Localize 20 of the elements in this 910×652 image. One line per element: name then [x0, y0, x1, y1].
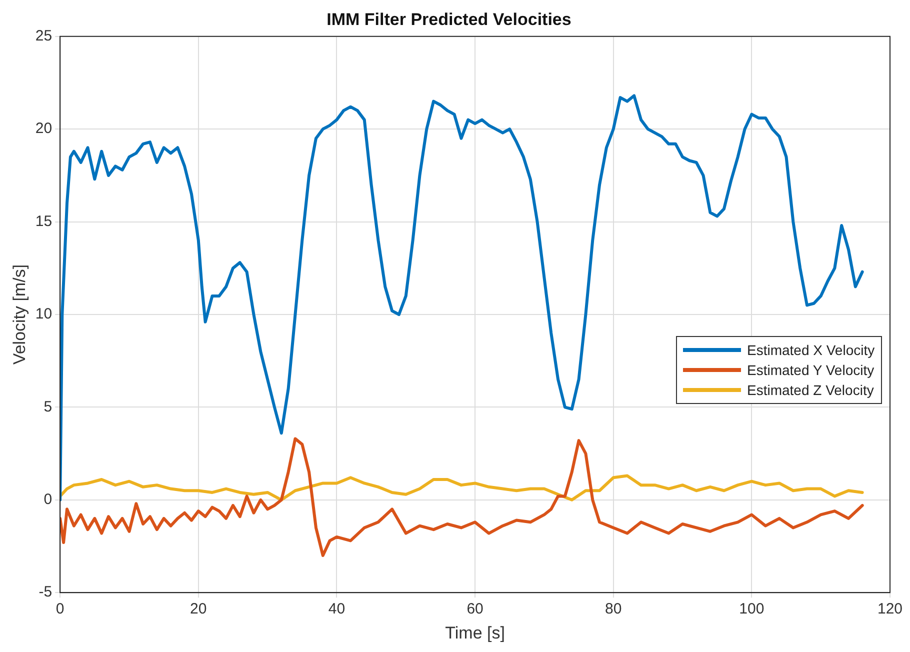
x-axis-title: Time [s] — [445, 623, 505, 642]
y-tick-label: 15 — [35, 212, 52, 230]
x-tick-label: 40 — [328, 600, 346, 618]
legend-label: Estimated Z Velocity — [747, 382, 874, 398]
y-axis-title: Velocity [m/s] — [10, 264, 29, 365]
x-tick-label: 80 — [605, 600, 622, 618]
x-tick-label: 60 — [466, 600, 484, 618]
legend-label: Estimated Y Velocity — [747, 362, 874, 378]
x-tick-label: 120 — [877, 600, 903, 618]
y-tick-label: 20 — [35, 120, 52, 138]
y-tick-label: -5 — [38, 584, 52, 601]
legend-label: Estimated X Velocity — [747, 342, 875, 358]
x-tick-label: 20 — [190, 600, 207, 618]
y-tick-label: 10 — [35, 306, 52, 323]
y-tick-label: 5 — [44, 398, 52, 416]
y-tick-label: 25 — [35, 28, 52, 45]
y-tick-label: 0 — [44, 491, 52, 508]
chart-title: IMM Filter Predicted Velocities — [326, 10, 572, 29]
x-tick-label: 0 — [56, 600, 64, 618]
x-tick-label: 100 — [739, 600, 764, 618]
